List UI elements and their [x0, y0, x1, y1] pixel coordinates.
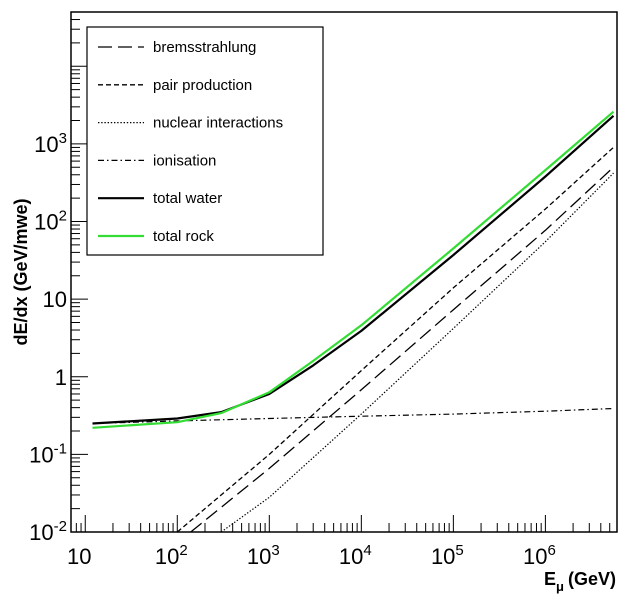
- series-pair-production: [176, 146, 614, 532]
- legend-label-pair-production: pair production: [153, 77, 252, 94]
- x-tick-label: 106: [523, 542, 556, 569]
- legend-label-nuclear-interactions: nuclear interactions: [153, 115, 283, 132]
- legend-label-ionisation: ionisation: [153, 152, 216, 169]
- axis-ticks: [70, 11, 618, 533]
- legend-label-total-rock: total rock: [153, 228, 214, 245]
- y-tick-label: 102: [34, 208, 67, 235]
- y-tick-label: 10-1: [29, 440, 67, 467]
- series-nuclear-interactions: [220, 172, 614, 532]
- x-tick-label: 105: [431, 542, 464, 569]
- x-axis-title-main: E: [544, 569, 556, 589]
- series-bremsstrahlung: [190, 166, 614, 532]
- plot-frame: [70, 11, 618, 533]
- y-axis-title: dE/dx (GeV/mwe): [11, 198, 31, 345]
- x-axis-title-sub: μ: [556, 579, 564, 594]
- x-tick-label: 103: [247, 542, 280, 569]
- legend-label-total-water: total water: [153, 190, 222, 207]
- y-tick-label: 1: [55, 365, 67, 390]
- legend-label-bremsstrahlung: bremsstrahlung: [153, 39, 256, 56]
- legend-box: [86, 26, 324, 256]
- y-tick-label: 103: [34, 130, 67, 157]
- x-axis-title: Eμ (GeV): [544, 569, 616, 594]
- x-tick-label: 104: [339, 542, 372, 569]
- y-tick-label: 10: [43, 287, 67, 312]
- y-tick-label: 10-2: [29, 518, 67, 545]
- tick-labels: 10 102 103 104 105 106 10-2 10-1 1 10 102 103: [29, 130, 556, 569]
- x-tick-label: 102: [155, 542, 188, 569]
- x-axis-title-unit: (GeV): [568, 569, 616, 589]
- series-ionisation: [92, 407, 614, 425]
- x-tick-label: 10: [67, 544, 91, 569]
- series-total-water: [92, 114, 615, 425]
- legend: bremsstrahlung pair production nuclear int…: [86, 26, 324, 256]
- series-total-rock: [92, 110, 615, 429]
- series-layer: [92, 110, 615, 532]
